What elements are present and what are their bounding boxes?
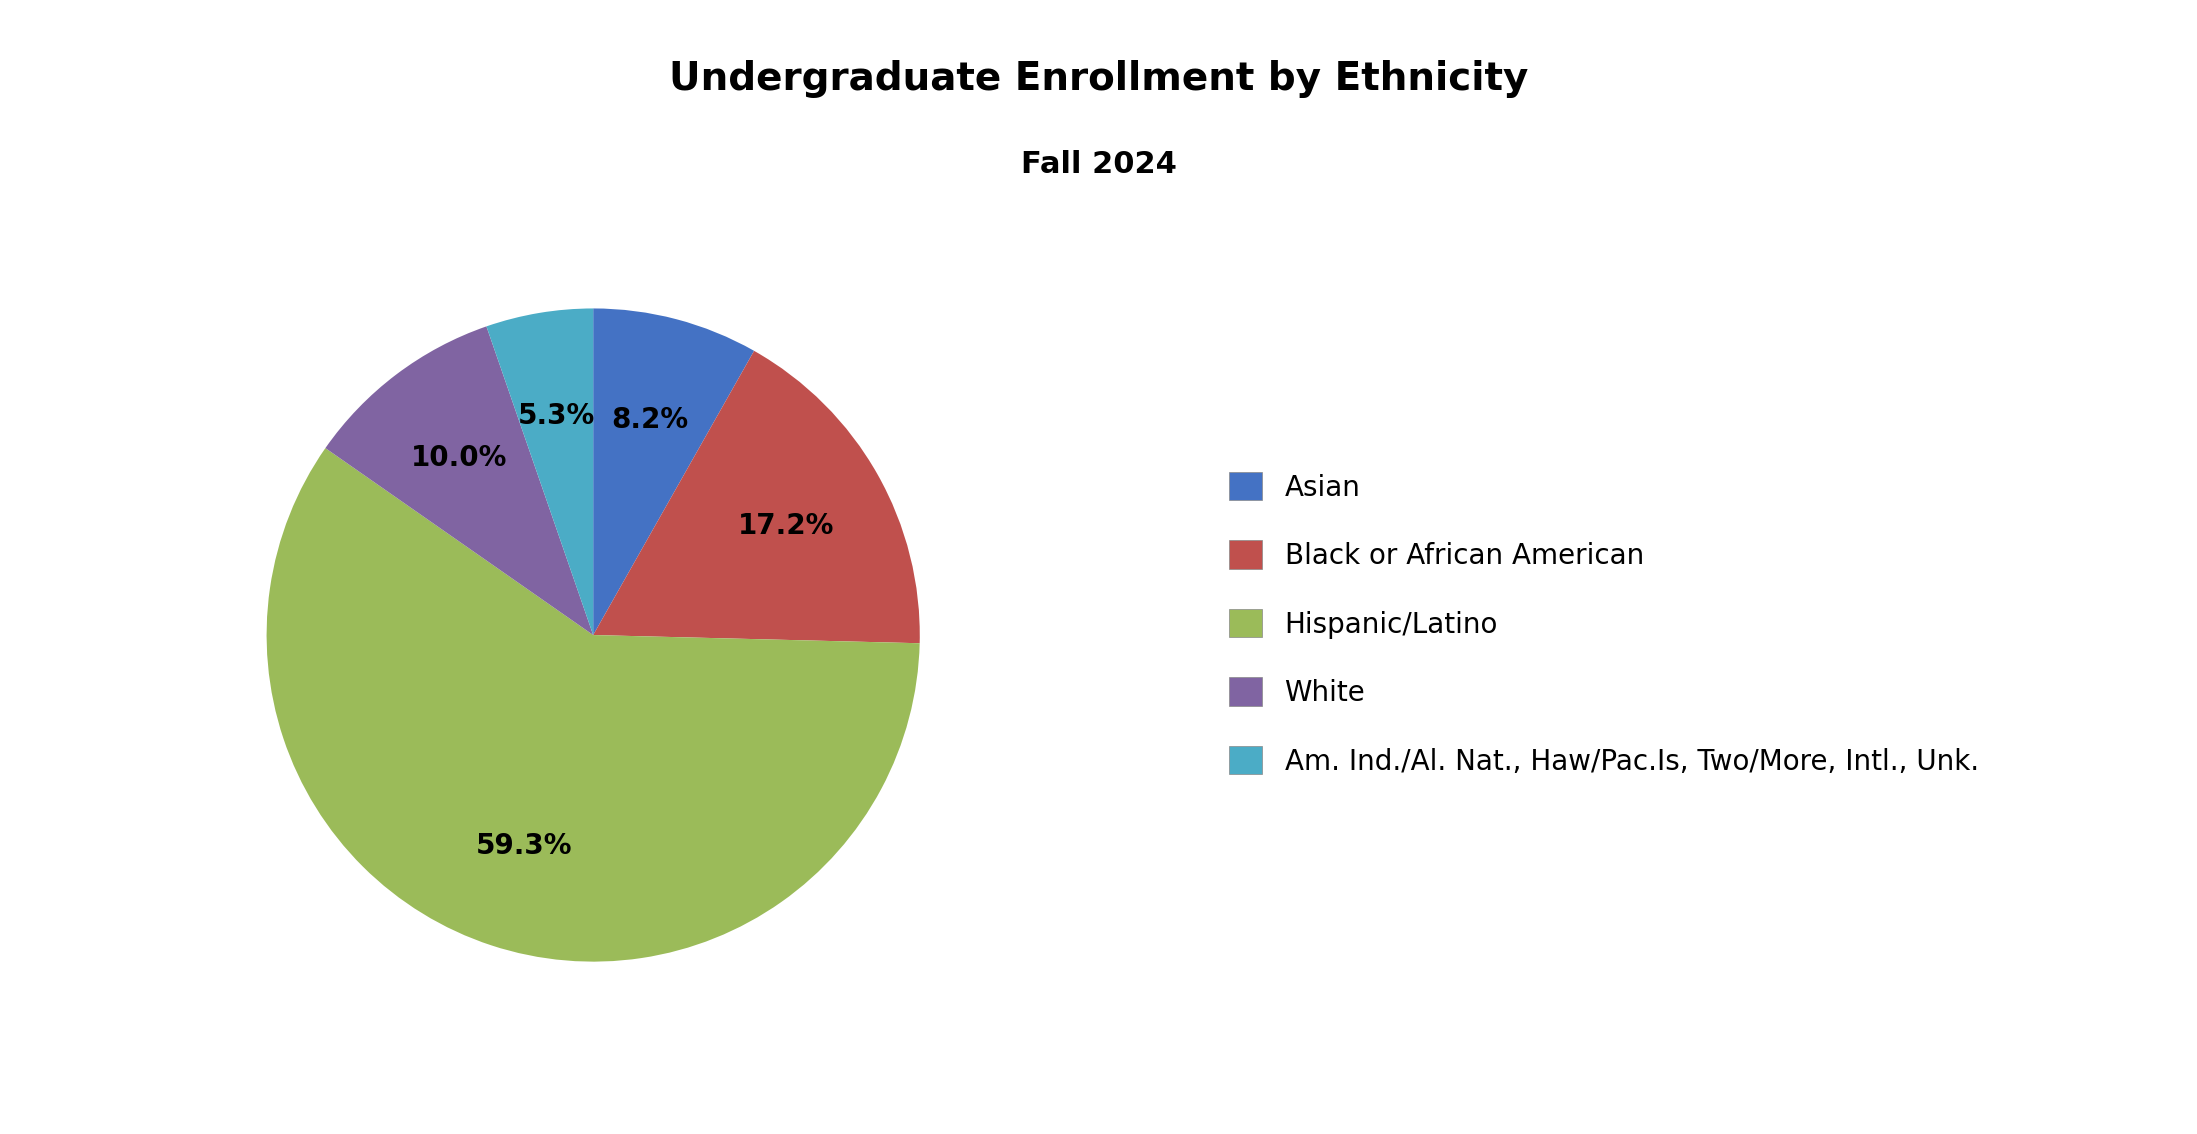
Text: 10.0%: 10.0% [411, 443, 508, 472]
Text: 8.2%: 8.2% [611, 406, 688, 434]
Wedge shape [325, 327, 593, 635]
Wedge shape [593, 308, 754, 635]
Text: Undergraduate Enrollment by Ethnicity: Undergraduate Enrollment by Ethnicity [668, 60, 1529, 99]
Text: 5.3%: 5.3% [518, 403, 595, 430]
Wedge shape [266, 448, 921, 962]
Text: Fall 2024: Fall 2024 [1022, 150, 1175, 179]
Text: 17.2%: 17.2% [738, 511, 835, 540]
Text: 59.3%: 59.3% [475, 832, 571, 860]
Wedge shape [486, 308, 593, 635]
Wedge shape [593, 350, 921, 643]
Legend: Asian, Black or African American, Hispanic/Latino, White, Am. Ind./Al. Nat., Haw: Asian, Black or African American, Hispan… [1217, 460, 1990, 787]
